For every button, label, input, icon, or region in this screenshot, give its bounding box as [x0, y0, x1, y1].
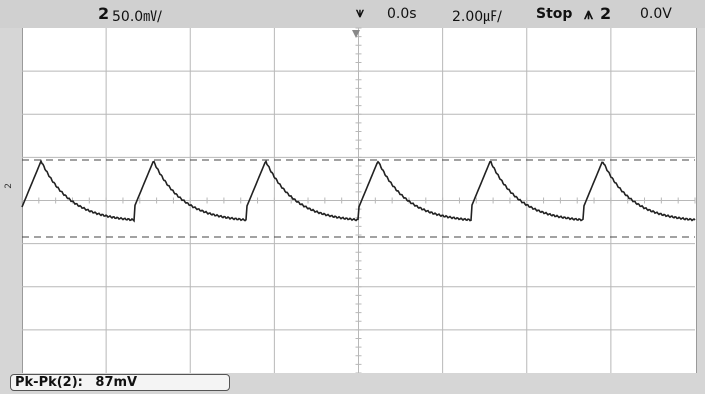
falling-edge-icon: ⩚: [584, 4, 594, 23]
measurement-label: Pk-Pk(2):: [15, 375, 83, 390]
measurement-value: 87mV: [95, 375, 138, 390]
waveform-trace: [21, 159, 696, 223]
status-bar: 2 50.0㎷/ ⩛ 0.0s 2.00㎌/ Stop ⩚ 2 0.0V: [0, 0, 705, 28]
left-margin: [0, 28, 22, 373]
trigger-level[interactable]: 0.0V: [640, 6, 672, 22]
pk-pk-measurement[interactable]: Pk-Pk(2): 87mV: [10, 374, 230, 391]
measurement-cursors: [22, 159, 695, 238]
time-offset[interactable]: 0.0s: [387, 6, 417, 22]
trigger-edge-icon: ⩛: [356, 5, 364, 21]
trigger-channel[interactable]: 2: [600, 4, 612, 23]
run-state[interactable]: Stop: [536, 6, 573, 22]
trigger-position-marker: [352, 30, 360, 38]
measurement-bar: Pk-Pk(2): 87mV: [0, 373, 705, 394]
graticule-grid: [21, 27, 696, 374]
right-margin: [696, 28, 705, 373]
channel-number[interactable]: 2: [98, 4, 110, 23]
volts-per-div[interactable]: 50.0㎷/: [112, 9, 162, 25]
time-per-div[interactable]: 2.00㎌/: [452, 9, 502, 25]
